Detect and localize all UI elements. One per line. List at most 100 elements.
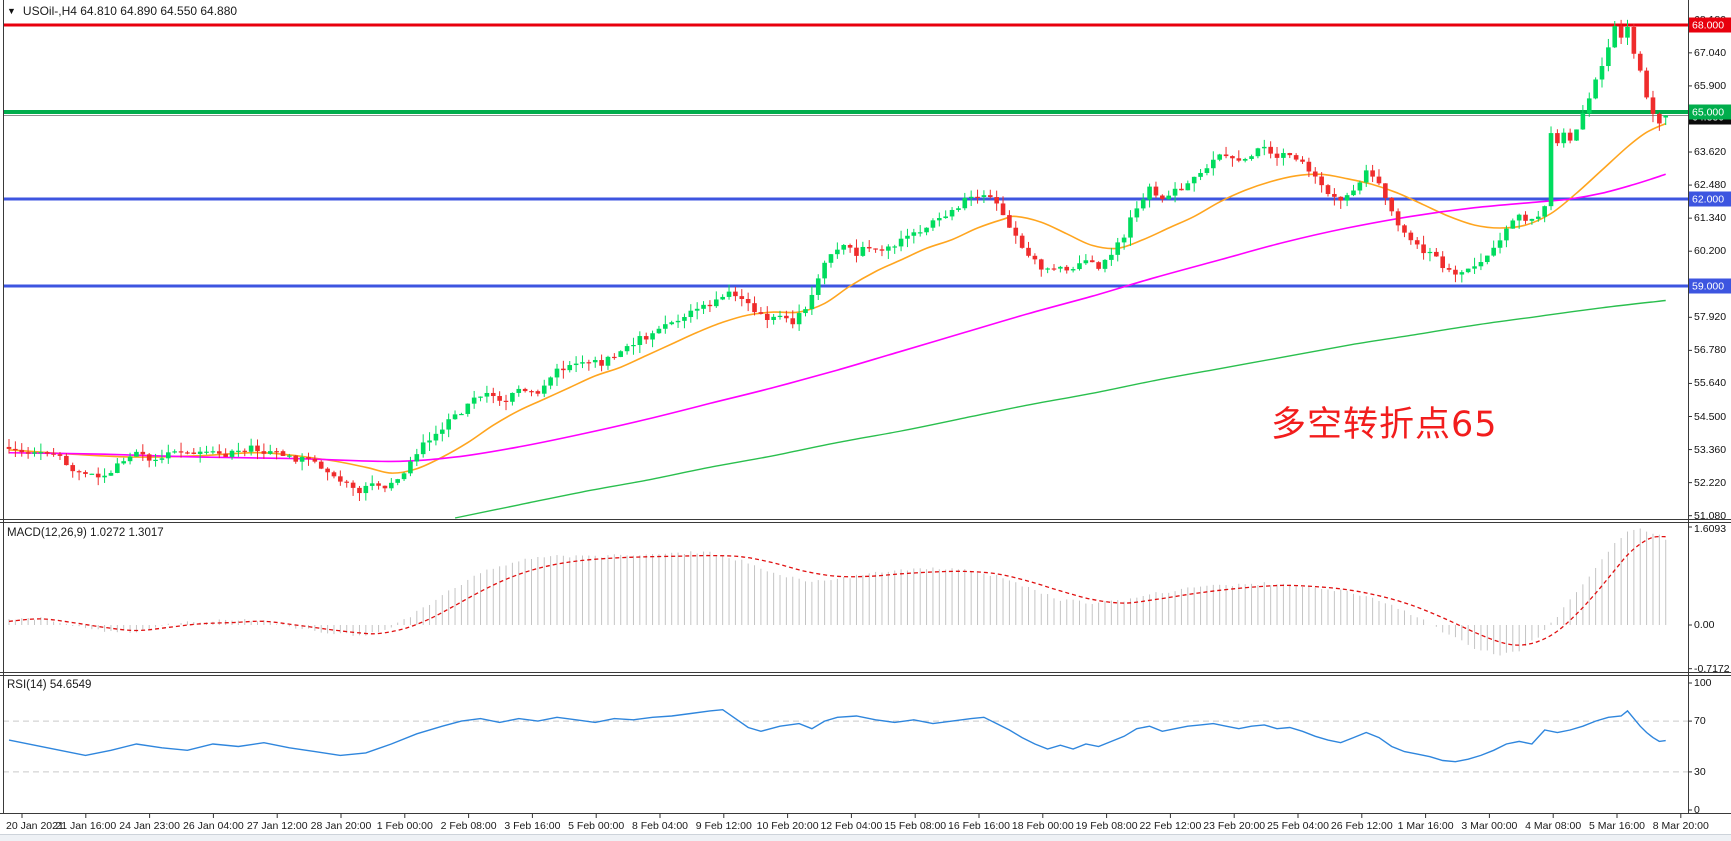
candle-body <box>1306 161 1312 172</box>
candle-body <box>1032 255 1038 260</box>
candle-body <box>548 377 553 386</box>
time-axis-label: 15 Feb 08:00 <box>884 820 947 832</box>
time-axis-label: 9 Feb 12:00 <box>695 820 752 832</box>
candle-body <box>6 446 12 449</box>
candle-body <box>599 360 604 366</box>
symbol-header[interactable]: ▼ USOil-,H4 64.810 64.890 64.550 64.880 <box>7 4 237 18</box>
level-price-tag-65.000: 65.000 <box>1689 104 1731 120</box>
candle-body <box>841 245 847 250</box>
candle-body <box>1344 195 1350 201</box>
candle-body <box>1007 215 1012 228</box>
candle-body <box>1000 203 1006 216</box>
axis-ticks <box>21 19 1692 818</box>
candle-body <box>1485 255 1490 263</box>
candle-body <box>656 328 662 334</box>
text-annotation[interactable]: 多空转折点65 <box>1271 405 1498 445</box>
time-axis-label: 2 Feb 08:00 <box>440 820 497 832</box>
candle-body <box>1523 214 1528 221</box>
candle-body <box>1026 247 1031 256</box>
candle-body <box>573 363 579 366</box>
candle-body <box>1153 186 1159 196</box>
candle-body <box>191 452 197 454</box>
candle-body <box>1160 195 1165 200</box>
candle-body <box>1319 176 1324 186</box>
candle-body <box>382 485 388 489</box>
time-axis-label: 23 Feb 20:00 <box>1203 820 1266 832</box>
candle-body <box>312 458 318 462</box>
candle-body <box>1612 26 1618 48</box>
candles-layer[interactable] <box>6 19 1669 502</box>
moving-averages <box>8 122 1667 519</box>
candle-body <box>287 455 292 457</box>
candle-body <box>1434 251 1439 257</box>
ma-fast-line <box>8 122 1667 474</box>
time-axis-label: 8 Mar 20:00 <box>1652 820 1709 832</box>
candle-body <box>185 452 190 454</box>
candle-body <box>497 396 502 401</box>
candle-body <box>605 356 611 366</box>
candle-body <box>682 317 687 321</box>
candle-body <box>478 396 483 398</box>
candle-body <box>1185 183 1191 191</box>
candle-body <box>236 450 241 452</box>
macd-pane[interactable] <box>8 528 1667 656</box>
candle-body <box>465 403 471 414</box>
candle-body <box>108 472 114 476</box>
candle-body <box>586 362 592 364</box>
candle-body <box>847 245 853 248</box>
time-axis-label: 5 Feb 00:00 <box>568 820 625 832</box>
time-axis-label: 24 Jan 23:00 <box>119 820 180 832</box>
candle-body <box>1529 218 1535 221</box>
candle-body <box>1191 176 1197 184</box>
candle-body <box>663 324 668 329</box>
candle-body <box>1109 254 1114 260</box>
rsi-scale-label: 70 <box>1694 715 1706 728</box>
candle-body <box>873 248 878 250</box>
candle-body <box>981 195 987 198</box>
candle-body <box>401 473 407 480</box>
candle-body <box>809 294 815 310</box>
candle-body <box>567 365 573 371</box>
candle-body <box>223 453 228 457</box>
window-bottom-strip <box>0 834 1731 841</box>
candle-body <box>1574 129 1579 141</box>
candle-body <box>267 451 273 454</box>
candle-body <box>51 453 56 455</box>
candle-body <box>369 483 375 486</box>
candle-body <box>956 208 961 210</box>
rsi-pane[interactable] <box>3 708 1688 773</box>
candle-body <box>764 313 770 320</box>
candle-body <box>1019 235 1025 248</box>
time-axis-label: 8 Feb 04:00 <box>631 820 689 832</box>
candle-body <box>911 232 917 236</box>
candle-body <box>25 452 31 454</box>
candle-body <box>452 414 458 420</box>
price-tick-label: 55.640 <box>1694 377 1727 390</box>
candle-body <box>115 463 120 473</box>
candle-body <box>1230 156 1235 159</box>
candle-body <box>784 315 789 319</box>
candle-body <box>713 299 719 307</box>
candle-body <box>1204 168 1210 173</box>
price-tick-label: 53.360 <box>1694 443 1727 456</box>
candle-body <box>1586 98 1592 114</box>
candle-body <box>752 303 757 313</box>
symbol-dropdown-icon[interactable]: ▼ <box>7 5 16 16</box>
price-tick-label: 54.500 <box>1694 410 1727 423</box>
candle-body <box>1644 70 1649 98</box>
candle-body <box>13 448 18 451</box>
candle-body <box>1663 115 1669 118</box>
candle-body <box>166 452 171 459</box>
candle-body <box>197 451 203 454</box>
candle-body <box>408 461 413 474</box>
price-tick-label: 57.920 <box>1694 311 1727 324</box>
candle-body <box>1134 208 1140 218</box>
candle-body <box>1300 159 1305 162</box>
candle-body <box>1478 262 1484 267</box>
candle-body <box>1064 266 1070 271</box>
candle-body <box>1121 237 1127 243</box>
time-axis-label: 4 Mar 08:00 <box>1525 820 1582 832</box>
candle-body <box>1567 132 1573 141</box>
candle-body <box>1402 225 1407 233</box>
